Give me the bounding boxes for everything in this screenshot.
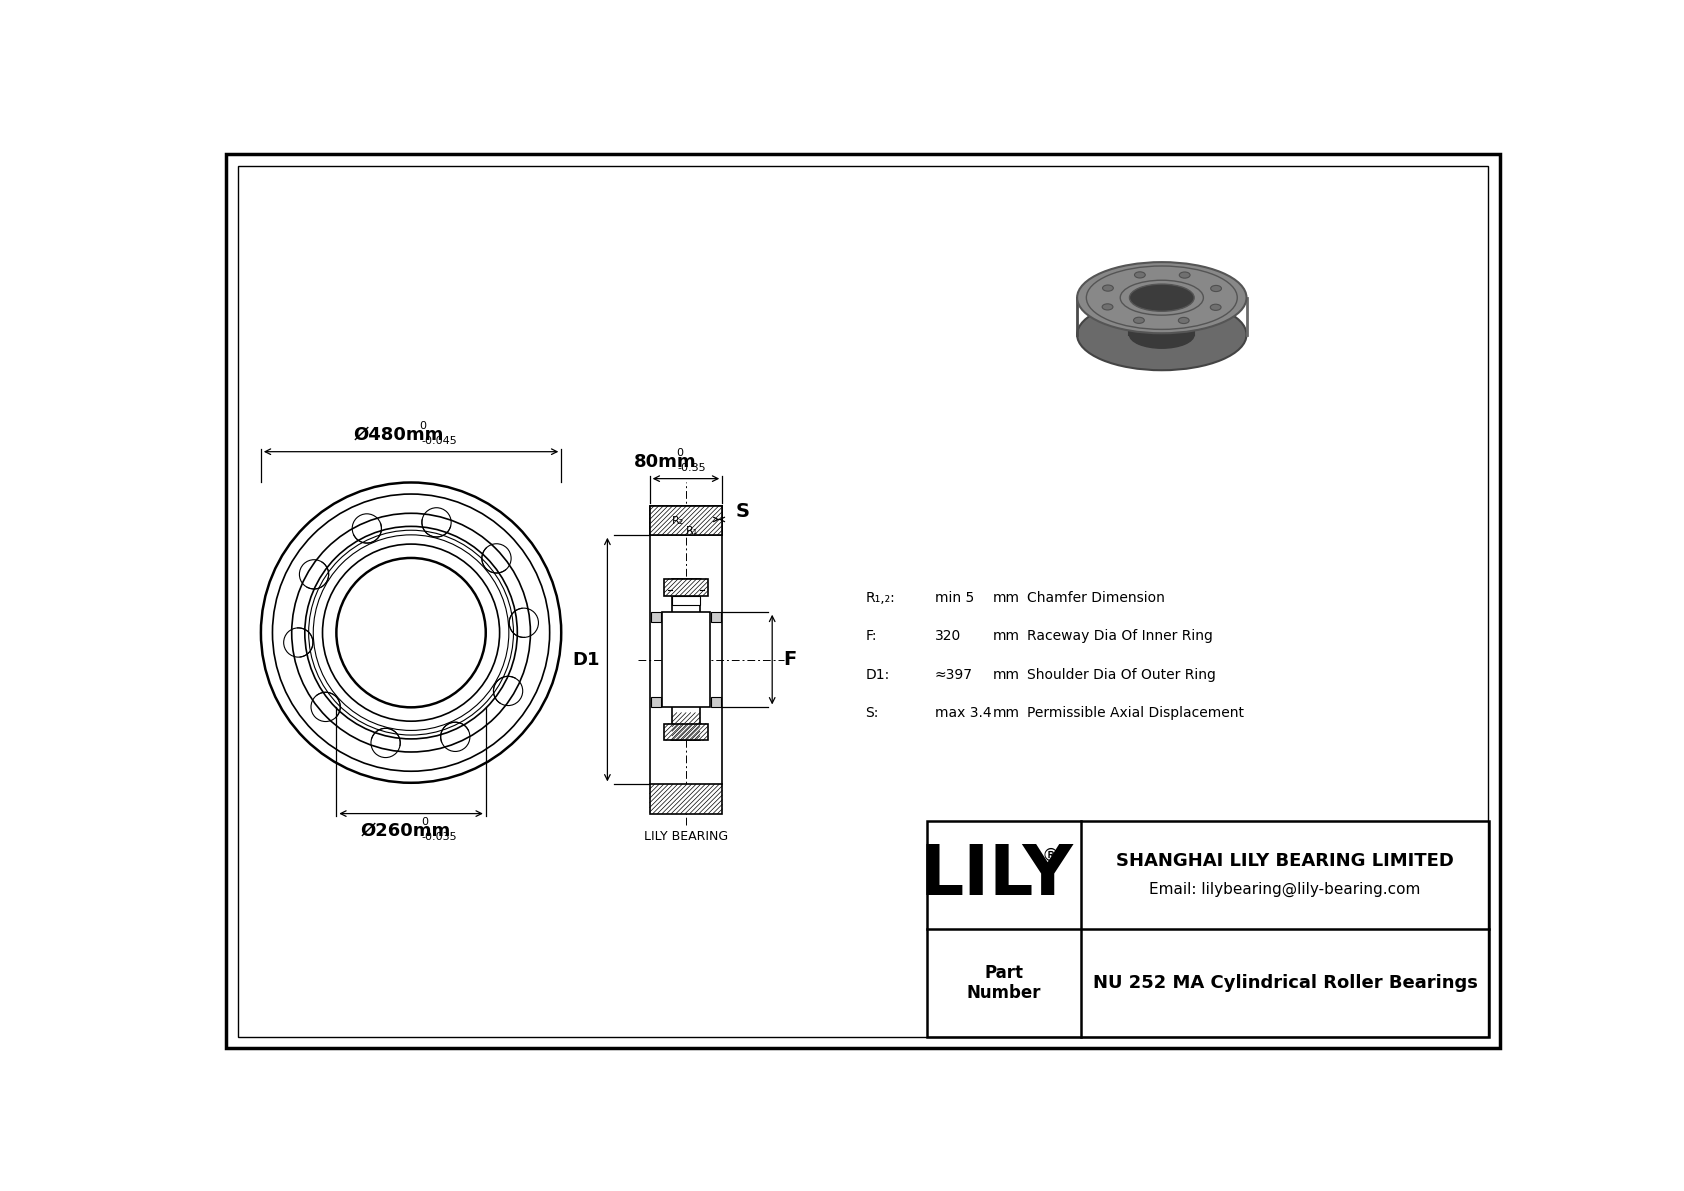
Bar bbox=[650, 506, 722, 535]
Text: SHANGHAI LILY BEARING LIMITED: SHANGHAI LILY BEARING LIMITED bbox=[1116, 853, 1453, 871]
Text: 0: 0 bbox=[419, 422, 426, 431]
Bar bbox=[652, 697, 662, 707]
Ellipse shape bbox=[1103, 285, 1113, 291]
Text: -0.035: -0.035 bbox=[421, 831, 456, 842]
Text: mm: mm bbox=[992, 591, 1019, 605]
Text: Ø480mm: Ø480mm bbox=[354, 425, 443, 444]
Ellipse shape bbox=[1078, 299, 1246, 370]
Text: -0.35: -0.35 bbox=[677, 463, 706, 473]
Text: Shoulder Dia Of Outer Ring: Shoulder Dia Of Outer Ring bbox=[1027, 668, 1216, 682]
Text: mm: mm bbox=[992, 706, 1019, 721]
Text: S:: S: bbox=[866, 706, 879, 721]
Bar bbox=[711, 697, 721, 707]
Ellipse shape bbox=[1211, 304, 1221, 311]
Text: mm: mm bbox=[992, 630, 1019, 643]
Text: D1:: D1: bbox=[866, 668, 889, 682]
Text: R₁,₂:: R₁,₂: bbox=[866, 591, 896, 605]
Bar bbox=[926, 822, 1489, 1037]
Text: R₁: R₁ bbox=[685, 526, 699, 536]
Ellipse shape bbox=[1211, 286, 1221, 292]
Text: S: S bbox=[736, 503, 749, 522]
Text: LILY: LILY bbox=[919, 842, 1073, 909]
Text: Raceway Dia Of Inner Ring: Raceway Dia Of Inner Ring bbox=[1027, 630, 1212, 643]
Text: 0: 0 bbox=[677, 448, 684, 459]
Bar bbox=[672, 579, 701, 741]
Ellipse shape bbox=[1179, 317, 1189, 324]
Text: ≈397: ≈397 bbox=[935, 668, 973, 682]
Text: min 5: min 5 bbox=[935, 591, 973, 605]
Bar bbox=[665, 579, 707, 596]
Text: -0.045: -0.045 bbox=[421, 436, 456, 445]
Ellipse shape bbox=[1135, 272, 1145, 278]
Ellipse shape bbox=[1101, 304, 1113, 310]
Text: 0: 0 bbox=[421, 817, 428, 827]
Bar bbox=[652, 612, 662, 622]
Text: 320: 320 bbox=[935, 630, 962, 643]
Bar bbox=[662, 612, 711, 707]
Text: R₂: R₂ bbox=[672, 516, 684, 526]
Bar bbox=[650, 506, 722, 535]
Text: Email: lilybearing@lily-bearing.com: Email: lilybearing@lily-bearing.com bbox=[1148, 881, 1421, 897]
Text: F: F bbox=[783, 650, 797, 669]
Text: Permissible Axial Displacement: Permissible Axial Displacement bbox=[1027, 706, 1244, 721]
Text: Ø260mm: Ø260mm bbox=[360, 822, 451, 840]
Text: NU 252 MA Cylindrical Roller Bearings: NU 252 MA Cylindrical Roller Bearings bbox=[1093, 974, 1477, 992]
Bar bbox=[650, 785, 722, 813]
Text: LILY BEARING: LILY BEARING bbox=[643, 830, 727, 843]
Text: Chamfer Dimension: Chamfer Dimension bbox=[1027, 591, 1165, 605]
Ellipse shape bbox=[1130, 322, 1194, 348]
Ellipse shape bbox=[1133, 317, 1145, 324]
Text: Part
Number: Part Number bbox=[967, 964, 1041, 1003]
Text: mm: mm bbox=[992, 668, 1019, 682]
Text: max 3.4: max 3.4 bbox=[935, 706, 992, 721]
Ellipse shape bbox=[1130, 285, 1194, 311]
Ellipse shape bbox=[1179, 272, 1191, 279]
Text: F:: F: bbox=[866, 630, 877, 643]
Text: ®: ® bbox=[1041, 847, 1059, 865]
Text: 80mm: 80mm bbox=[635, 453, 697, 470]
Bar bbox=[672, 596, 701, 605]
Text: D1: D1 bbox=[573, 650, 600, 668]
Bar bbox=[665, 723, 707, 741]
Bar bbox=[711, 612, 721, 622]
Ellipse shape bbox=[1078, 262, 1246, 333]
